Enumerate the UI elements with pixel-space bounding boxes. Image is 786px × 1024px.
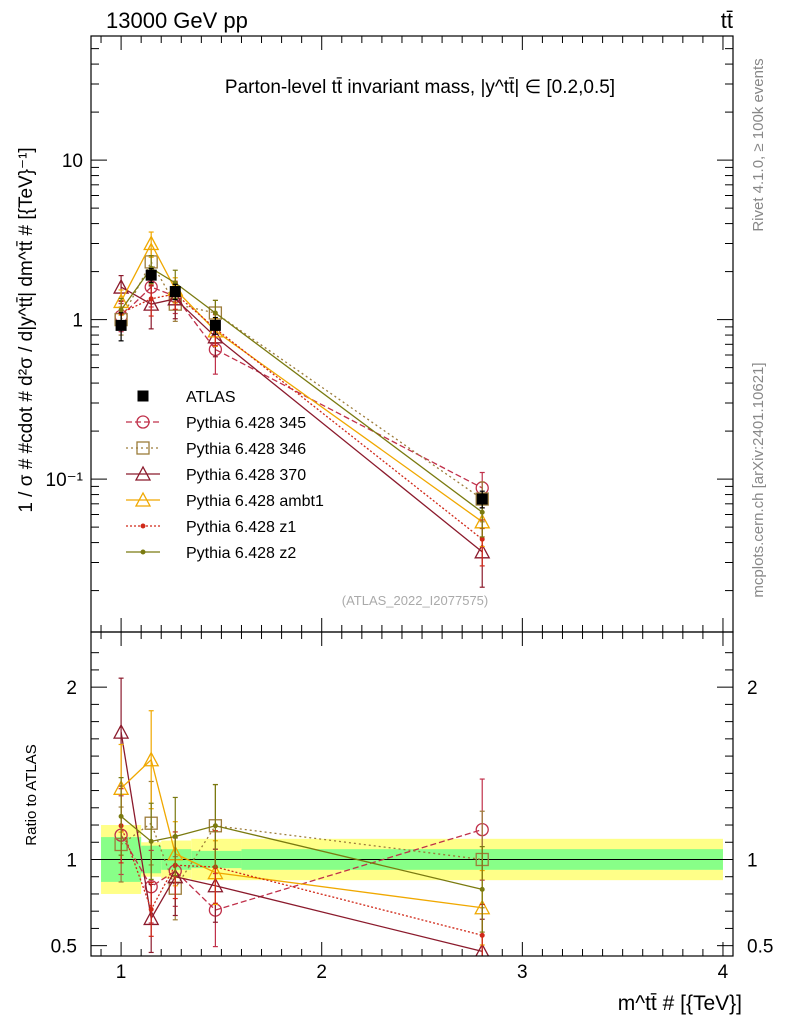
series-marker-triangle: [134, 465, 152, 481]
data-marker-square: [476, 493, 488, 505]
x-tick-label: 2: [316, 962, 327, 983]
data-marker-square: [137, 390, 149, 402]
ratio-y-tick-label: 0.5: [51, 937, 77, 958]
ratio-y-tick-label: 2: [66, 678, 77, 699]
ratio-series-line: [120, 828, 483, 911]
plot-title: Parton-level tt̄ invariant mass, |y^tt̄|…: [225, 77, 615, 98]
series-marker-dot: [479, 886, 485, 892]
legend-label: Pythia 6.428 345: [186, 415, 306, 432]
analysis-id-label: (ATLAS_2022_I2077575): [342, 593, 488, 608]
x-axis-label: m^tt̄ # [{TeV}]: [618, 992, 742, 1015]
x-tick-label: 1: [116, 962, 127, 983]
series-marker-dot: [479, 536, 485, 542]
ratio-plot-frame: [90, 631, 734, 957]
legend-entry: Pythia 6.428 370: [126, 465, 306, 484]
legend-label: ATLAS: [186, 389, 236, 406]
legend-entry: Pythia 6.428 ambt1: [126, 491, 324, 510]
legend: ATLAS Pythia 6.428 345 Pythia 6.428 346 Pyt…: [126, 389, 324, 562]
series-marker-dot: [140, 549, 146, 555]
mcplots-label: mcplots.cern.ch [arXiv:2401.10621]: [750, 362, 767, 597]
series-marker-dot: [148, 296, 154, 302]
legend-entry: Pythia 6.428 z1: [126, 519, 296, 536]
legend-entry: Pythia 6.428 z2: [126, 545, 296, 562]
series-marker-triangle: [143, 235, 160, 251]
series-marker-circle: [136, 415, 150, 429]
main-y-tick-label: 1: [72, 311, 83, 332]
legend-label: Pythia 6.428 370: [186, 467, 306, 484]
main-plot-frame: [90, 35, 734, 633]
header-process-label: tt̄: [721, 8, 733, 33]
series-marker-dot: [479, 932, 485, 938]
series-marker-dot: [479, 509, 485, 515]
series-marker-dot: [212, 310, 218, 316]
ratio-y-axis-label: Ratio to ATLAS: [23, 744, 40, 845]
ratio-series-pythia-6.428-z2: [118, 777, 485, 933]
ratio-y-tick-label-right: 1: [747, 850, 758, 871]
rivet-version-label: Rivet 4.1.0, ≥ 100k events: [750, 58, 767, 231]
series-marker-dot: [140, 523, 146, 529]
series-marker-triangle: [113, 723, 130, 739]
series-marker-dot: [212, 823, 218, 829]
legend-label: Pythia 6.428 z1: [186, 519, 296, 536]
legend-label: Pythia 6.428 z2: [186, 545, 296, 562]
data-marker-square: [145, 269, 157, 281]
data-marker-square: [115, 319, 127, 331]
legend-label: Pythia 6.428 ambt1: [186, 493, 324, 510]
series-marker-dot: [148, 906, 154, 912]
legend-label: Pythia 6.428 346: [186, 441, 306, 458]
series-marker-dot: [118, 307, 124, 313]
ratio-y-tick-label-right: 0.5: [747, 937, 773, 958]
legend-entry: ATLAS: [137, 389, 236, 406]
main-axes: 10⁻¹ 1 10: [46, 35, 733, 956]
data-marker-square: [209, 319, 221, 331]
header-energy-label: 13000 GeV pp: [106, 8, 248, 33]
series-marker-square: [136, 441, 150, 455]
legend-entry: Pythia 6.428 346: [126, 441, 306, 458]
main-y-tick-label: 10⁻¹: [46, 470, 84, 491]
series-marker-triangle: [143, 751, 160, 767]
main-series-group: [113, 231, 491, 588]
ratio-y-tick-label-right: 2: [747, 678, 758, 699]
x-tick-label: 3: [517, 962, 528, 983]
legend-entry: Pythia 6.428 345: [126, 415, 306, 432]
series-marker-dot: [148, 838, 154, 844]
series-marker-dot: [118, 813, 124, 819]
ratio-series-pythia-6.428-370: [113, 677, 490, 956]
main-y-axis-label: 1 / σ # #cdot # d²σ / d|y^tt̄| dm^tt̄ # …: [16, 147, 37, 512]
series-atlas-data: [115, 267, 488, 509]
ratio-series-group: [113, 677, 491, 956]
series-marker-triangle: [134, 491, 152, 507]
series-marker-triangle: [475, 943, 490, 956]
main-y-tick-label: 10: [62, 151, 83, 172]
x-tick-label: 4: [718, 962, 729, 983]
ratio-axes: 1 2 3 4 0.5 0.5 1 1 2 2: [51, 652, 773, 983]
ratio-y-tick-label: 1: [66, 850, 77, 871]
series-marker-dot: [172, 834, 178, 840]
ratio-series-pythia-6.428-ambt1: [113, 710, 491, 946]
data-marker-square: [169, 286, 181, 298]
